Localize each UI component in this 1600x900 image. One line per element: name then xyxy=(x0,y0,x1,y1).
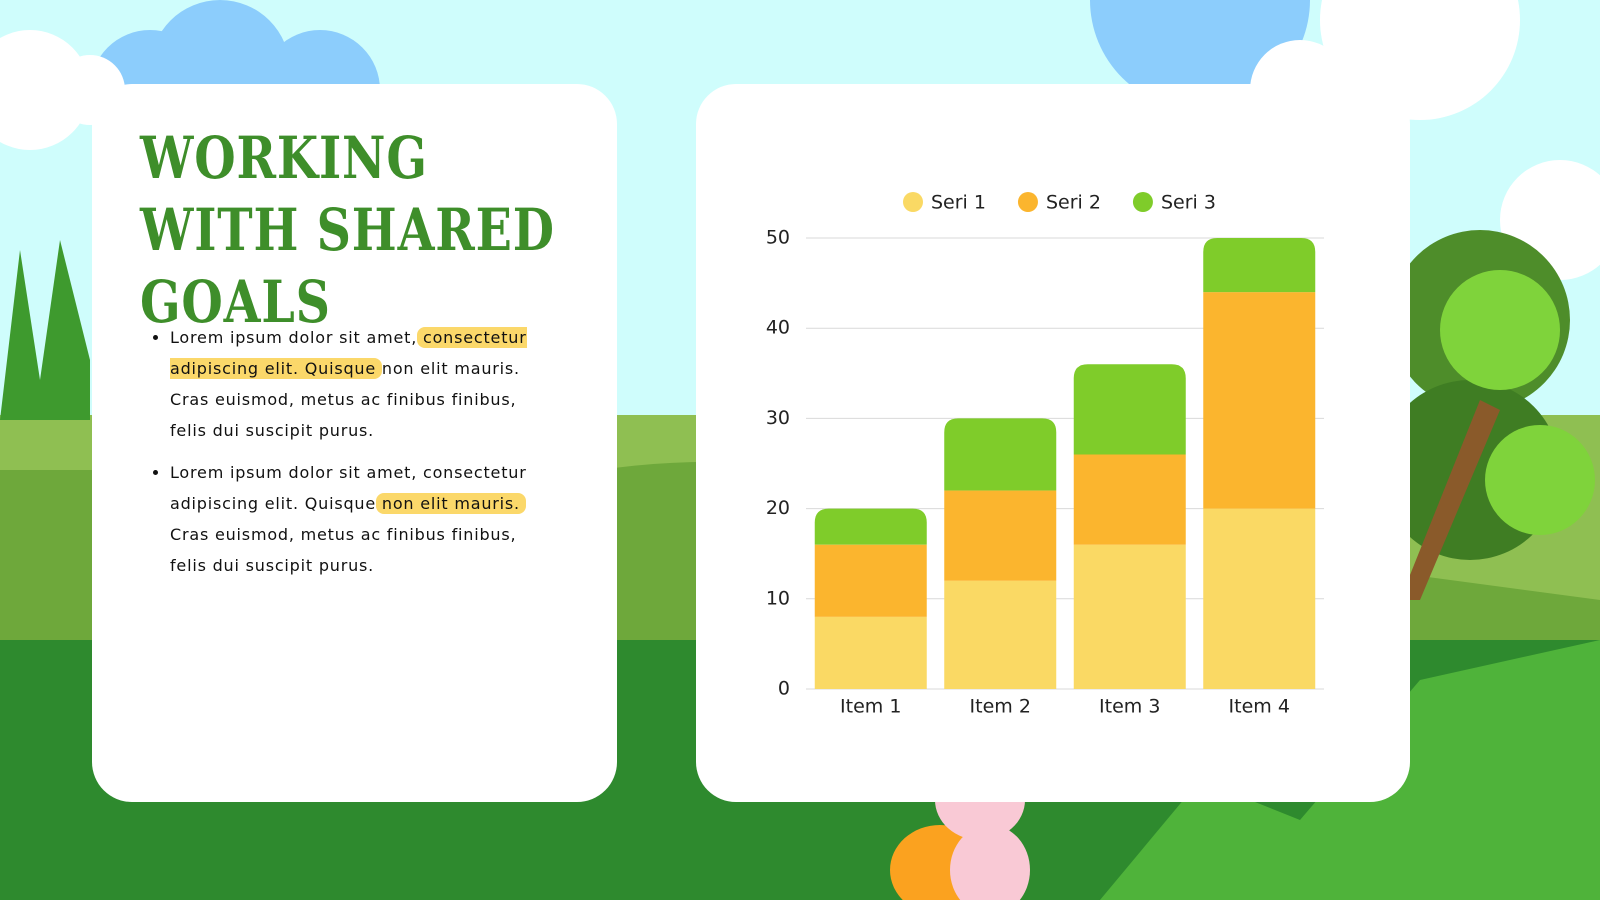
bar-segment xyxy=(944,490,1057,581)
x-tick-label: Item 4 xyxy=(1229,696,1290,718)
bullet: Lorem ipsum dolor sit amet, consectetur … xyxy=(170,322,542,446)
bar-segment xyxy=(944,418,1057,491)
x-tick-label: Item 2 xyxy=(970,696,1031,718)
bullet-text: Cras euismod, metus ac finibus finibus, … xyxy=(170,525,517,575)
bar-segment xyxy=(944,580,1057,689)
bar-segment xyxy=(1073,364,1186,455)
bar-segment xyxy=(1203,292,1316,509)
y-tick-label: 10 xyxy=(766,587,790,609)
y-tick-label: 30 xyxy=(766,407,790,429)
text-card: WORKING WITH SHARED GOALS Lorem ipsum do… xyxy=(92,84,617,802)
legend-label: Seri 2 xyxy=(1046,192,1101,214)
bar-segment xyxy=(1203,508,1316,689)
bullet-text: Lorem ipsum dolor sit amet, xyxy=(170,328,423,347)
legend-label: Seri 1 xyxy=(931,192,986,214)
highlighted-text: non elit mauris. xyxy=(375,493,526,514)
y-tick-label: 0 xyxy=(778,678,790,700)
bar-segment xyxy=(814,616,927,689)
bullet: Lorem ipsum dolor sit amet, consectetur … xyxy=(170,457,542,581)
bullet-list: Lorem ipsum dolor sit amet, consectetur … xyxy=(136,322,542,592)
y-tick-label: 20 xyxy=(766,497,790,519)
bullet-text: Lorem ipsum dolor sit amet, consectetur … xyxy=(170,463,527,513)
bar-segment xyxy=(1073,544,1186,689)
bar-segment xyxy=(814,508,927,545)
x-tick-label: Item 1 xyxy=(840,696,901,718)
legend-label: Seri 3 xyxy=(1161,192,1216,214)
slide-title: WORKING WITH SHARED GOALS xyxy=(140,124,555,336)
legend-swatch xyxy=(1017,192,1038,212)
bar-segment xyxy=(1073,454,1186,545)
bar-segment xyxy=(1203,238,1316,293)
x-tick-label: Item 3 xyxy=(1099,696,1160,718)
legend-swatch xyxy=(1132,192,1153,212)
y-tick-label: 40 xyxy=(766,317,790,339)
legend-swatch xyxy=(903,192,923,212)
bar-segment xyxy=(814,544,927,617)
bullet-text: non elit mauris. Cras euismod, metus ac … xyxy=(170,359,520,440)
y-tick-label: 50 xyxy=(766,227,790,249)
